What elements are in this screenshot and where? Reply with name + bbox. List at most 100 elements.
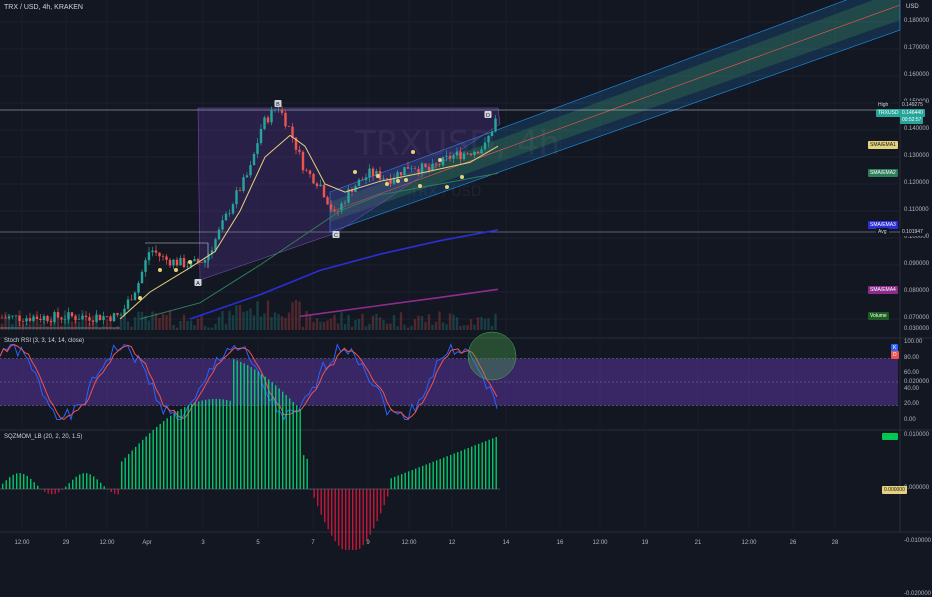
- sqz-bar: [359, 489, 361, 549]
- volume-bar: [445, 324, 448, 330]
- sqz-bar: [296, 405, 298, 489]
- time-tick-label: 3: [201, 540, 205, 546]
- candle-body: [336, 211, 340, 212]
- sqz-bar: [247, 365, 249, 489]
- time-tick-label: 9: [366, 540, 370, 546]
- candle-body: [382, 178, 385, 180]
- candle-body: [350, 189, 354, 193]
- channel-outer: [329, 0, 901, 233]
- sqz-bar: [401, 474, 403, 489]
- candle-body: [459, 151, 462, 160]
- candle-body: [280, 109, 284, 113]
- volume-bar: [494, 313, 497, 330]
- candle-body: [476, 151, 480, 154]
- candle-body: [403, 167, 406, 176]
- volume-bar: [340, 312, 343, 330]
- chart-canvas[interactable]: A B C D: [0, 0, 932, 550]
- candle-body: [420, 163, 424, 173]
- sqz-bar: [383, 489, 385, 506]
- volume-bar: [245, 310, 249, 330]
- candle-body: [343, 202, 347, 204]
- sqz-mom-tag: [882, 433, 898, 440]
- volume-bar: [214, 323, 217, 330]
- sqz-bar: [128, 454, 130, 489]
- volume-bar: [189, 320, 193, 330]
- sqz-bar: [86, 473, 88, 489]
- marker-c: [332, 231, 340, 238]
- volume-bar: [438, 311, 441, 330]
- sqz-bar: [170, 415, 172, 489]
- chart-title: TRX / USD, 4h, KRAKEN: [4, 4, 83, 11]
- volume-bar: [389, 323, 392, 330]
- sqz-bar: [439, 458, 441, 489]
- volume-bar: [46, 326, 49, 330]
- volume-bar: [413, 319, 417, 330]
- sqz-bar: [397, 475, 399, 489]
- sqz-bar: [75, 476, 77, 489]
- volume-bar: [186, 320, 189, 330]
- sqz-bar: [51, 489, 53, 495]
- sqz-bar: [299, 409, 301, 489]
- candle-body: [116, 313, 119, 315]
- sqz-bar: [16, 473, 18, 489]
- volume-bar: [417, 315, 420, 330]
- time-tick-label: 14: [502, 540, 510, 546]
- sqz-bar: [306, 458, 308, 489]
- sqz-bar: [110, 489, 112, 493]
- sqz-bar: [387, 489, 389, 497]
- volume-bar: [322, 322, 326, 330]
- candle-body: [315, 183, 319, 187]
- volume-bar: [133, 317, 137, 330]
- sqz-bar: [460, 450, 462, 489]
- sqz-bar: [338, 489, 340, 546]
- sqz-bar: [19, 473, 21, 489]
- candle-body: [25, 318, 28, 322]
- sqz-bar: [268, 379, 270, 489]
- volume-bar: [235, 305, 238, 330]
- candle-body: [308, 170, 312, 174]
- candle-body: [375, 170, 378, 177]
- volume-bar: [462, 325, 466, 330]
- candle-body: [42, 316, 46, 321]
- volume-bar: [228, 310, 231, 330]
- signal-dot: [385, 182, 389, 186]
- candle-body: [77, 319, 81, 320]
- candle-body: [60, 317, 63, 320]
- sqz-bar: [145, 436, 147, 489]
- volume-bar: [294, 300, 298, 330]
- sqz-bar: [331, 489, 333, 536]
- sqz-bar: [282, 391, 284, 489]
- volume-bar: [168, 310, 172, 330]
- sqz-bar: [44, 489, 46, 492]
- sqz-bar: [436, 460, 438, 489]
- volume-bar: [375, 313, 378, 330]
- signal-dot: [460, 175, 464, 179]
- candle-body: [67, 312, 70, 320]
- sqz-bar: [415, 468, 417, 489]
- volume-bar: [371, 315, 375, 330]
- candle-body: [203, 260, 207, 263]
- sqz-bar: [103, 486, 105, 489]
- candle-body: [165, 256, 168, 260]
- volume-bar: [266, 300, 270, 330]
- candle-body: [210, 250, 214, 255]
- candle-body: [252, 154, 256, 166]
- candle-body: [333, 209, 336, 212]
- stoch-rsi-title: Stoch RSI (3, 3, 14, 14, close): [4, 338, 85, 344]
- sqz-bar: [292, 401, 294, 489]
- watermark-name: TRX / USD: [410, 184, 482, 200]
- candle-body: [144, 260, 147, 272]
- candle-body: [7, 316, 11, 319]
- candle-body: [445, 155, 448, 157]
- signal-dot: [445, 185, 449, 189]
- volume-bar: [74, 314, 77, 330]
- volume-bar: [361, 313, 364, 330]
- sqz-bar: [222, 399, 224, 489]
- volume-bar: [427, 314, 431, 330]
- price-tag-sma1: SMA/EMA1: [868, 141, 898, 149]
- volume-bar: [231, 315, 235, 330]
- volume-bar: [378, 317, 382, 330]
- time-tick-label: 28: [831, 540, 839, 546]
- candle-body: [53, 312, 56, 322]
- candle-body: [273, 109, 277, 111]
